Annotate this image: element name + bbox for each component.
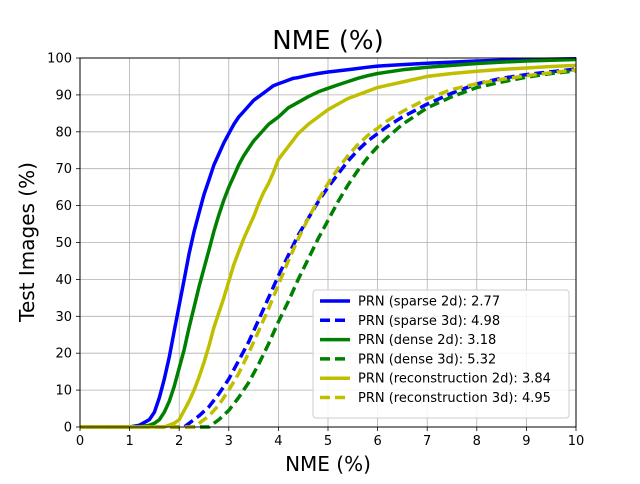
series-line-5 — [80, 68, 577, 429]
y-tick-label: 60 — [55, 199, 72, 214]
series-line-1 — [80, 67, 577, 429]
y-tick-label: 100 — [47, 52, 72, 67]
x-tick-label: 6 — [373, 434, 381, 449]
legend: PRN (sparse 2d): 2.77 PRN (sparse 3d): 4.… — [312, 289, 570, 419]
series-line-4 — [80, 63, 577, 429]
x-tick-label: 9 — [522, 434, 530, 449]
chart-title: NME (%) — [272, 26, 384, 56]
x-tick-label: 10 — [568, 434, 585, 449]
x-tick-label: 5 — [324, 434, 332, 449]
y-tick-label: 70 — [55, 162, 72, 177]
legend-label-0: PRN (sparse 2d): 2.77 — [358, 295, 500, 310]
y-tick-label: 0 — [64, 421, 72, 436]
y-tick-label: 90 — [55, 88, 72, 103]
y-tick-label: 80 — [55, 125, 72, 140]
y-tick-label: 50 — [55, 236, 72, 251]
series-line-0 — [80, 56, 577, 429]
legend-box — [312, 289, 570, 419]
x-tick-label: 8 — [473, 434, 481, 449]
x-tick-label: 4 — [274, 434, 282, 449]
x-tick-label: 0 — [76, 434, 84, 449]
series-line-2 — [80, 57, 577, 429]
y-tick-label: 40 — [55, 273, 72, 288]
series-lines — [80, 56, 577, 429]
legend-label-5: PRN (reconstruction 3d): 4.95 — [358, 391, 551, 406]
legend-label-1: PRN (sparse 3d): 4.98 — [358, 314, 500, 329]
legend-label-2: PRN (dense 2d): 3.18 — [358, 333, 496, 348]
y-axis-label: Test Images (%) — [15, 162, 39, 323]
x-tick-label: 2 — [175, 434, 183, 449]
y-tick-label: 20 — [55, 347, 72, 362]
legend-label-4: PRN (reconstruction 2d): 3.84 — [358, 372, 551, 387]
x-tick-label: 3 — [225, 434, 233, 449]
series-line-3 — [80, 69, 577, 429]
y-tick-label: 10 — [55, 384, 72, 399]
x-tick-label: 1 — [125, 434, 133, 449]
x-tick-label: 7 — [423, 434, 431, 449]
x-axis-label: NME (%) — [285, 452, 371, 476]
legend-label-3: PRN (dense 3d): 5.32 — [358, 352, 496, 367]
y-tick-label: 30 — [55, 310, 72, 325]
